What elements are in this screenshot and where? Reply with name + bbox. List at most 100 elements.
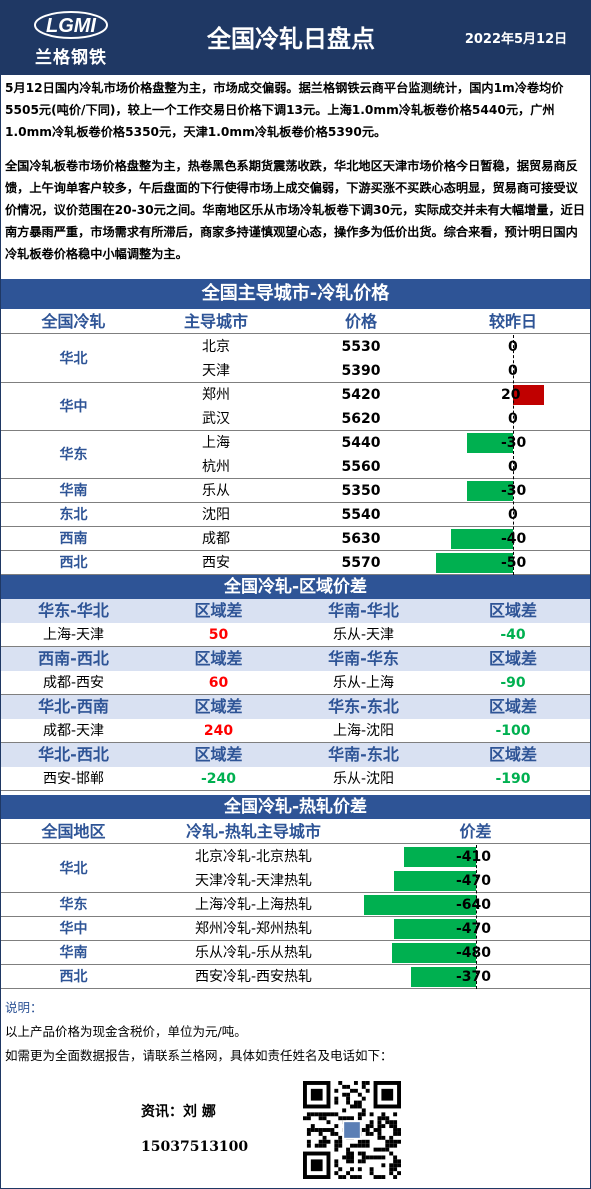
city-price: 5440 bbox=[341, 435, 381, 451]
qr-module bbox=[389, 1143, 394, 1148]
qr-module bbox=[350, 1088, 354, 1093]
left-diff: 60 bbox=[208, 675, 229, 691]
change-value: 0 bbox=[508, 363, 518, 379]
qr-module bbox=[397, 1131, 401, 1136]
qr-module bbox=[346, 1151, 351, 1156]
qr-module bbox=[318, 1139, 323, 1144]
qr-module bbox=[361, 1151, 366, 1156]
qr-module bbox=[306, 1116, 311, 1121]
notes-line-2: 如需更为全面数据报告，请联系兰格网，具体如责任姓名及电话如下： bbox=[5, 1048, 393, 1063]
logo-letters: LGMI bbox=[46, 15, 96, 37]
qr-module bbox=[338, 1081, 343, 1085]
qr-code-icon bbox=[303, 1081, 401, 1179]
change-bar bbox=[466, 481, 513, 501]
qr-module bbox=[350, 1116, 354, 1121]
qr-module bbox=[393, 1128, 398, 1132]
contact-phone: 15037513100 bbox=[141, 1139, 249, 1155]
qr-module bbox=[346, 1096, 351, 1101]
qr-module bbox=[361, 1143, 366, 1148]
qr-module bbox=[397, 1159, 401, 1164]
qr-module bbox=[353, 1143, 358, 1148]
qr-module bbox=[373, 1175, 378, 1179]
qr-module bbox=[393, 1155, 398, 1160]
region-label: 华南 bbox=[59, 945, 88, 961]
col-city: 主导城市 bbox=[183, 312, 248, 331]
cold-hot-pair: 上海冷轧-上海热轧 bbox=[194, 897, 313, 913]
qr-module bbox=[346, 1116, 351, 1121]
section-cold-hot-diff-title: 全国冷轧-热轧价差 bbox=[1, 795, 590, 819]
qr-module bbox=[318, 1128, 323, 1132]
qr-module bbox=[346, 1084, 351, 1089]
right-pair: 乐从-上海 bbox=[332, 675, 395, 691]
cold-hot-header: 全国地区 冷轧-热轧主导城市 价差 bbox=[1, 820, 590, 844]
qr-module bbox=[357, 1112, 362, 1117]
qr-module bbox=[361, 1112, 366, 1117]
qr-module bbox=[306, 1128, 311, 1132]
qr-module bbox=[369, 1124, 374, 1129]
qr-module bbox=[306, 1112, 311, 1117]
right-diff: -90 bbox=[500, 675, 526, 691]
diff-value: -470 bbox=[456, 873, 492, 889]
city-price: 5390 bbox=[341, 363, 381, 379]
group-right-title: 华南-华东 bbox=[328, 649, 399, 668]
qr-module bbox=[361, 1139, 366, 1144]
qr-module bbox=[361, 1096, 366, 1101]
qr-module bbox=[326, 1139, 331, 1144]
section-region-diff-title: 全国冷轧-区域价差 bbox=[1, 575, 590, 599]
section-city-prices-title: 全国主导城市-冷轧价格 bbox=[1, 279, 590, 309]
qr-module bbox=[346, 1159, 351, 1164]
change-value: 0 bbox=[508, 507, 518, 523]
qr-module bbox=[357, 1104, 362, 1109]
city-name: 北京 bbox=[202, 339, 230, 355]
qr-module bbox=[393, 1112, 398, 1117]
cold-hot-pair: 乐从冷轧-乐从热轧 bbox=[194, 945, 313, 961]
qr-module bbox=[365, 1088, 370, 1093]
region-label: 华东 bbox=[59, 897, 88, 913]
row-divider bbox=[1, 988, 590, 989]
qr-module bbox=[389, 1167, 394, 1172]
city-price: 5530 bbox=[341, 339, 381, 355]
qr-module bbox=[369, 1120, 374, 1125]
right-pair: 乐从-沈阳 bbox=[332, 771, 395, 787]
row-divider bbox=[1, 550, 590, 551]
city-price: 5620 bbox=[341, 411, 381, 427]
city-name: 西安 bbox=[202, 555, 230, 571]
col-region: 全国冷轧 bbox=[41, 312, 106, 331]
qr-module bbox=[338, 1167, 343, 1172]
left-pair: 成都-西安 bbox=[42, 675, 105, 691]
qr-module bbox=[334, 1171, 339, 1176]
qr-module bbox=[361, 1155, 366, 1160]
qr-module bbox=[377, 1120, 382, 1125]
city-price: 5540 bbox=[341, 507, 381, 523]
qr-module bbox=[381, 1112, 386, 1117]
qr-module bbox=[334, 1100, 339, 1105]
qr-module bbox=[365, 1124, 370, 1129]
qr-module bbox=[322, 1116, 327, 1121]
zero-axis bbox=[513, 335, 514, 575]
left-diff: -240 bbox=[200, 771, 237, 787]
city-name: 沈阳 bbox=[202, 507, 230, 523]
qr-module bbox=[346, 1171, 351, 1176]
qr-module bbox=[393, 1143, 398, 1148]
row-divider bbox=[1, 526, 590, 527]
qr-module bbox=[361, 1084, 366, 1089]
qr-module bbox=[381, 1147, 386, 1152]
col-area: 全国地区 bbox=[41, 822, 106, 841]
diff-value: -480 bbox=[456, 945, 492, 961]
qr-module bbox=[330, 1112, 335, 1117]
right-diff: -100 bbox=[495, 723, 531, 739]
qr-module bbox=[397, 1128, 401, 1132]
qr-module bbox=[310, 1088, 323, 1101]
qr-module bbox=[346, 1147, 351, 1152]
summary-paragraph-1: 5月12日国内冷轧市场价格盘整为主，市场成交偏弱。据兰格钢铁云商平台监测统计，国… bbox=[5, 81, 564, 139]
qr-module bbox=[385, 1116, 390, 1121]
row-divider bbox=[1, 790, 590, 791]
right-pair: 乐从-天津 bbox=[332, 627, 395, 643]
group-right-title: 华南-东北 bbox=[328, 745, 399, 764]
qr-module bbox=[397, 1139, 401, 1144]
region-label: 西北 bbox=[59, 969, 88, 985]
qr-module bbox=[350, 1175, 354, 1179]
qr-module bbox=[322, 1143, 327, 1148]
logo-name: 兰格钢铁 bbox=[35, 48, 107, 68]
qr-module bbox=[338, 1143, 343, 1148]
